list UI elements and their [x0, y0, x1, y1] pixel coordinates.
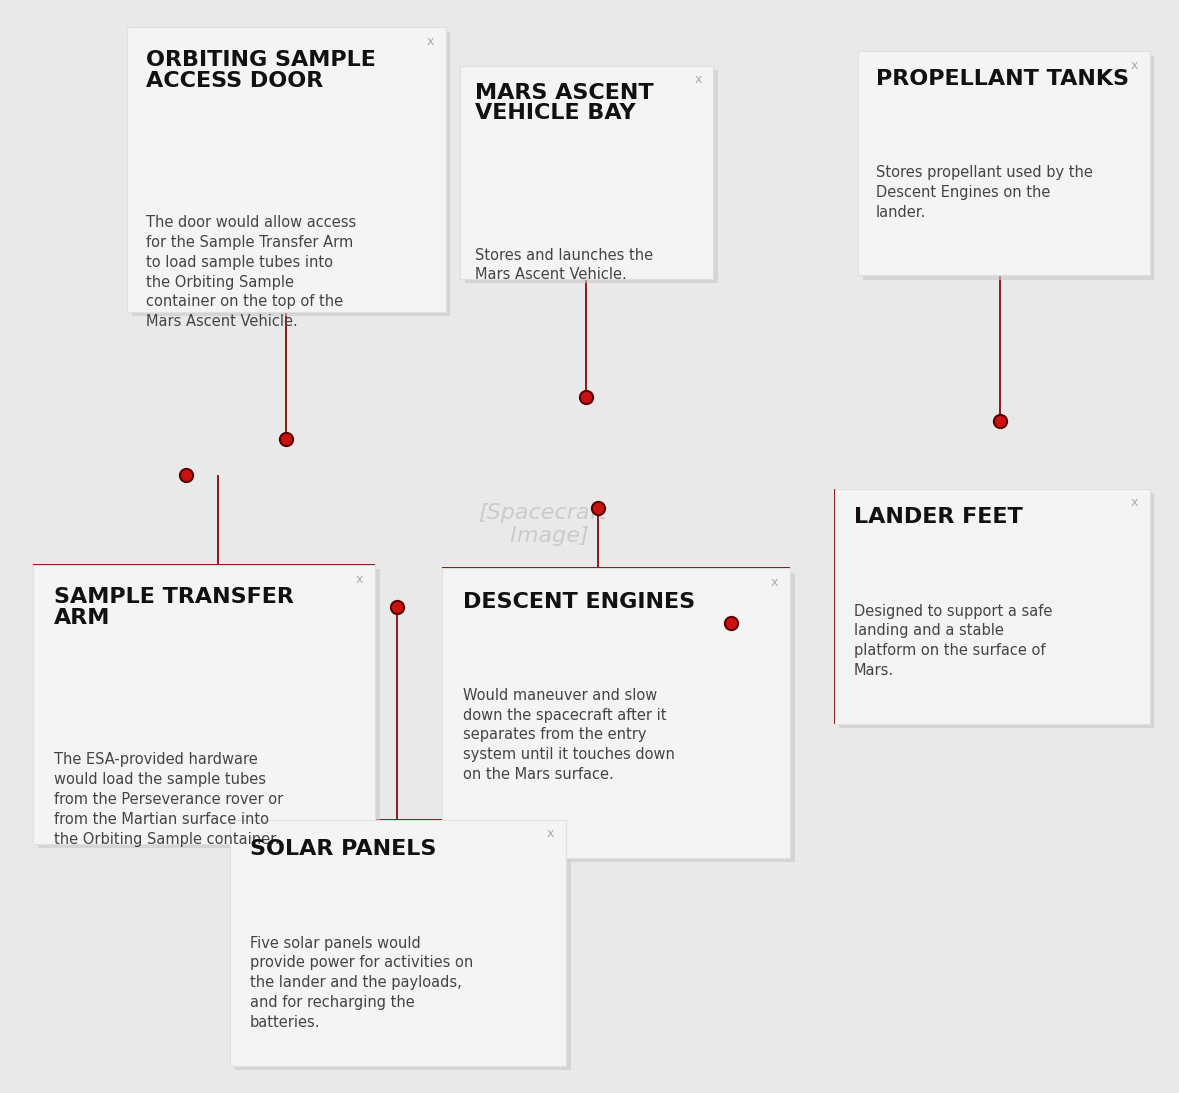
Text: x: x	[1131, 59, 1138, 72]
Text: x: x	[427, 35, 434, 48]
Text: SOLAR PANELS: SOLAR PANELS	[250, 839, 436, 859]
Text: LANDER FEET: LANDER FEET	[854, 507, 1022, 527]
FancyBboxPatch shape	[863, 56, 1154, 280]
FancyBboxPatch shape	[460, 66, 713, 279]
Text: MARS ASCENT
VEHICLE BAY: MARS ASCENT VEHICLE BAY	[475, 83, 653, 124]
Text: PROPELLANT TANKS: PROPELLANT TANKS	[876, 69, 1128, 90]
Text: ORBITING SAMPLE
ACCESS DOOR: ORBITING SAMPLE ACCESS DOOR	[146, 50, 376, 91]
Text: x: x	[547, 827, 554, 841]
Text: Five solar panels would
provide power for activities on
the lander and the paylo: Five solar panels would provide power fo…	[250, 936, 473, 1030]
Text: Stores propellant used by the
Descent Engines on the
lander.: Stores propellant used by the Descent En…	[876, 165, 1093, 220]
Text: x: x	[1131, 496, 1138, 509]
FancyBboxPatch shape	[132, 32, 450, 316]
FancyBboxPatch shape	[465, 70, 718, 283]
Text: Designed to support a safe
landing and a stable
platform on the surface of
Mars.: Designed to support a safe landing and a…	[854, 603, 1052, 678]
FancyBboxPatch shape	[447, 573, 795, 862]
Text: DESCENT ENGINES: DESCENT ENGINES	[463, 591, 696, 611]
FancyBboxPatch shape	[839, 493, 1154, 728]
Text: Would maneuver and slow
down the spacecraft after it
separates from the entry
sy: Would maneuver and slow down the spacecr…	[463, 687, 674, 781]
Text: SAMPLE TRANSFER
ARM: SAMPLE TRANSFER ARM	[53, 587, 294, 628]
Text: x: x	[356, 573, 363, 586]
FancyBboxPatch shape	[835, 489, 1150, 724]
Text: The ESA-provided hardware
would load the sample tubes
from the Perseverance rove: The ESA-provided hardware would load the…	[53, 752, 283, 847]
Text: x: x	[694, 73, 702, 86]
FancyBboxPatch shape	[38, 569, 380, 848]
FancyBboxPatch shape	[858, 51, 1150, 275]
FancyBboxPatch shape	[230, 820, 566, 1066]
Text: Stores and launches the
Mars Ascent Vehicle.: Stores and launches the Mars Ascent Vehi…	[475, 248, 653, 282]
FancyBboxPatch shape	[235, 824, 571, 1070]
Text: The door would allow access
for the Sample Transfer Arm
to load sample tubes int: The door would allow access for the Samp…	[146, 215, 357, 329]
Text: x: x	[771, 576, 778, 589]
FancyBboxPatch shape	[127, 27, 446, 312]
FancyBboxPatch shape	[33, 565, 375, 844]
Text: [Spacecraft
  Image]: [Spacecraft Image]	[479, 503, 606, 546]
FancyBboxPatch shape	[442, 568, 790, 858]
